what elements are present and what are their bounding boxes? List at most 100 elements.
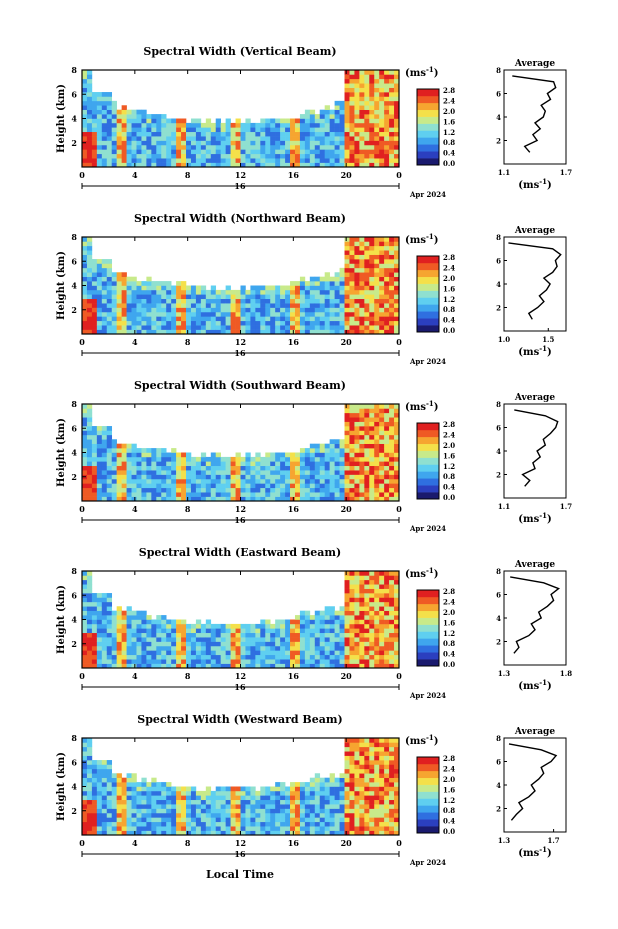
heatmap-cell xyxy=(344,610,350,616)
heatmap-cell xyxy=(146,144,152,150)
heatmap-cell xyxy=(111,812,117,818)
heatmap-cell xyxy=(354,439,360,444)
heatmap-cell xyxy=(250,122,256,128)
heatmap-cell xyxy=(354,452,360,458)
heatmap-cell xyxy=(344,773,350,778)
heatmap-cell xyxy=(314,790,321,796)
heatmap-cell xyxy=(111,298,117,304)
heatmap-cell xyxy=(151,118,157,124)
heatmap-cell xyxy=(384,637,390,642)
heatmap-cell xyxy=(354,114,360,119)
heatmap-cell xyxy=(86,325,93,330)
heatmap-cell xyxy=(344,738,350,743)
heatmap-cell xyxy=(389,817,395,823)
heatmap-cell xyxy=(86,575,93,581)
heatmap-cell xyxy=(364,619,370,625)
heatmap-cell xyxy=(369,478,375,484)
heatmap-cell xyxy=(319,470,325,475)
heatmap-cell xyxy=(314,496,321,502)
heatmap-cell xyxy=(96,276,103,282)
average-title: Average xyxy=(514,393,555,403)
heatmap-cell xyxy=(309,786,316,792)
heatmap-cell xyxy=(309,663,316,669)
heatmap-cell xyxy=(270,456,276,462)
heatmap-cell xyxy=(176,817,182,823)
heatmap-cell xyxy=(379,738,385,743)
heatmap-cell xyxy=(190,487,197,493)
heatmap-cell xyxy=(394,623,400,629)
heatmap-cell xyxy=(364,96,370,102)
heatmap-cell xyxy=(389,87,395,93)
heatmap-cell xyxy=(369,606,375,611)
heatmap-cell xyxy=(354,817,360,823)
heatmap-cell xyxy=(359,487,365,493)
heatmap-cell xyxy=(141,285,147,291)
heatmap-cell xyxy=(265,795,271,801)
heatmap-cell xyxy=(82,579,88,585)
heatmap-cell xyxy=(240,628,246,634)
heatmap-cell xyxy=(389,237,395,242)
heatmap-cell xyxy=(131,830,137,836)
heatmap-cell xyxy=(359,786,365,792)
heatmap-cell xyxy=(324,281,330,286)
heatmap-cell xyxy=(334,492,340,497)
heatmap-cell xyxy=(349,320,355,326)
heatmap-cell xyxy=(190,483,197,489)
heatmap-cell xyxy=(181,790,187,796)
heatmap-cell xyxy=(324,127,330,133)
heatmap-cell xyxy=(146,303,152,308)
heatmap-cell xyxy=(156,483,162,489)
heatmap-cell xyxy=(349,259,355,264)
heatmap-cell xyxy=(349,571,355,576)
heatmap-cell xyxy=(126,140,132,146)
heatmap-cell xyxy=(151,162,157,168)
heatmap-cell xyxy=(245,650,251,656)
heatmap-cell xyxy=(324,136,330,141)
heatmap-cell xyxy=(374,412,380,418)
heatmap-cell xyxy=(136,623,142,629)
heatmap-cell xyxy=(245,628,251,634)
heatmap-cell xyxy=(260,804,266,809)
heatmap-cell xyxy=(186,474,192,480)
heatmap-cell xyxy=(319,782,325,787)
heatmap-cell xyxy=(354,263,360,269)
heatmap-cell xyxy=(374,795,380,801)
heatmap-cell xyxy=(195,162,202,168)
heatmap-cell xyxy=(240,456,246,462)
heatmap-cell xyxy=(379,777,385,783)
heatmap-cell xyxy=(171,285,177,291)
heatmap-cell xyxy=(369,294,375,300)
heatmap-cell xyxy=(324,285,330,291)
heatmap-cell xyxy=(220,131,226,137)
heatmap-cell xyxy=(389,461,395,467)
heatmap-cell xyxy=(116,637,122,642)
heatmap-cell xyxy=(275,320,281,326)
heatmap-cell xyxy=(106,795,113,801)
colorbar-swatch xyxy=(417,450,439,458)
heatmap-cell xyxy=(314,316,321,322)
heatmap-cell xyxy=(86,474,93,480)
heatmap-cell xyxy=(82,131,88,137)
heatmap-cell xyxy=(384,645,390,651)
heatmap-cell xyxy=(181,628,187,634)
heatmap-cell xyxy=(86,782,93,787)
heatmap-cell xyxy=(121,496,127,502)
colorbar-tick-label: 2.4 xyxy=(443,97,455,106)
heatmap-cell xyxy=(324,162,330,168)
heatmap-cell xyxy=(86,606,93,611)
heatmap-cell xyxy=(121,105,127,110)
heatmap-cell xyxy=(324,830,330,836)
heatmap-cell xyxy=(349,790,355,796)
heatmap-cell xyxy=(230,158,236,163)
heatmap-cell xyxy=(265,452,271,458)
average-x-label: (ms-1) xyxy=(518,344,551,358)
heatmap-cell xyxy=(86,267,93,273)
heatmap-cell xyxy=(374,826,380,831)
heatmap-cell xyxy=(106,131,113,137)
heatmap-cell xyxy=(324,492,330,497)
heatmap-cell xyxy=(304,641,311,647)
heatmap-cell xyxy=(181,786,187,792)
heatmap-cell xyxy=(309,461,316,467)
heatmap-cell xyxy=(329,826,335,831)
heatmap-cell xyxy=(101,470,108,475)
